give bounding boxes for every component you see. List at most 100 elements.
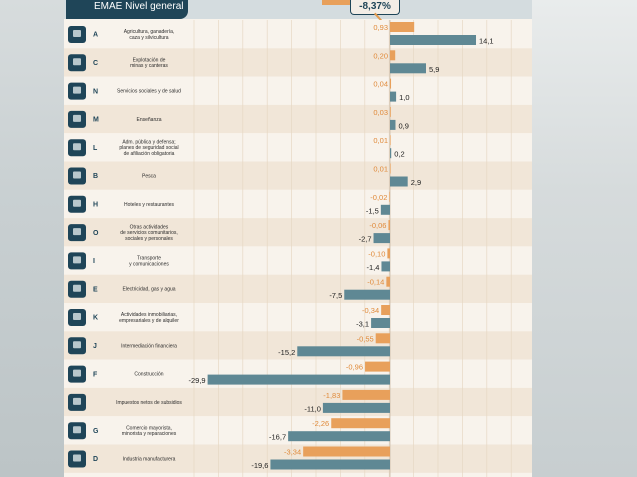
contribution-label: 0,93 [373, 23, 388, 32]
growth-bar [381, 261, 390, 272]
sector-label: Transporte [137, 255, 161, 261]
sector-label: Enseñanza [136, 117, 161, 123]
sector-label: y comunicaciones [129, 261, 169, 267]
contribution-bar [386, 276, 390, 287]
sector-letter: B [93, 173, 98, 180]
sector-icon [68, 26, 86, 43]
growth-label: 0,9 [398, 121, 408, 130]
growth-bar [390, 35, 477, 45]
background-left [0, 0, 64, 477]
sector-letter: N [93, 88, 98, 95]
sector-icon [68, 82, 86, 100]
infographic-card: EMAE Nivel general -8,37% A Agricultura, … [64, 0, 532, 477]
contribution-label: -0,14 [367, 278, 384, 287]
sector-label: Impuestos netos de subsidios [116, 400, 182, 406]
sector-label: sociales y personales [125, 236, 173, 242]
sector-label: Industria manufacturera [123, 456, 176, 462]
contribution-bar [342, 389, 390, 400]
sector-letter: C [93, 60, 98, 67]
background-right [532, 0, 637, 477]
growth-label: 14,1 [479, 37, 494, 46]
contribution-bar [389, 191, 390, 202]
contribution-label: -2,26 [312, 419, 329, 428]
growth-label: -15,2 [278, 348, 295, 357]
contribution-bar [375, 333, 390, 344]
contribution-bar [365, 361, 390, 372]
growth-label: -16,7 [269, 433, 286, 442]
growth-bar [373, 233, 390, 244]
sector-label: Construcción [134, 372, 163, 378]
row-background [64, 161, 532, 190]
growth-bar [390, 148, 392, 159]
sector-icon [68, 167, 86, 185]
row-background [64, 303, 532, 332]
growth-label: -2,7 [359, 235, 372, 244]
sector-letter: I [93, 258, 95, 265]
sector-letter: E [93, 286, 98, 293]
growth-label: 5,9 [429, 65, 439, 74]
contribution-bar [381, 305, 390, 315]
sector-letter: J [93, 343, 97, 350]
growth-label: -19,6 [251, 461, 268, 470]
contribution-bar [303, 446, 390, 457]
sector-icon [68, 110, 86, 128]
row-background [64, 189, 532, 219]
row-background [64, 274, 532, 303]
row-background [64, 387, 532, 417]
row-background [64, 48, 532, 77]
sector-label: Servicios sociales y de salud [117, 89, 181, 95]
contribution-bar [390, 22, 415, 32]
growth-label: -11,0 [304, 404, 321, 413]
sector-label: minorista y reparaciones [122, 431, 177, 437]
header: EMAE Nivel general [64, 0, 532, 19]
sector-letter: O [93, 230, 99, 237]
sector-icon [68, 252, 86, 270]
growth-label: 0,2 [394, 150, 404, 159]
sector-icon [68, 337, 86, 355]
growth-bar [270, 459, 390, 470]
growth-label: -29,9 [189, 376, 206, 385]
row-background [64, 246, 532, 275]
row-background [64, 76, 532, 105]
contribution-bar [390, 78, 392, 89]
sector-label: de afiliación obligatoria [124, 151, 175, 157]
sector-label: Explotación de [133, 57, 166, 63]
sector-icon [68, 280, 86, 298]
contribution-bar [387, 248, 390, 259]
sector-label: Agricultura, ganadería, [124, 29, 175, 35]
growth-bar [371, 318, 390, 328]
growth-label: -1,4 [367, 263, 380, 272]
sector-chart: A Agricultura, ganadería,caza y silvicult… [64, 20, 532, 477]
growth-bar [390, 176, 408, 187]
contribution-label: 0,01 [373, 136, 388, 145]
sector-letter: D [93, 456, 98, 463]
sector-label: Intermediación financiera [121, 343, 177, 349]
sector-label: minas y canteras [130, 63, 168, 69]
sector-icon [68, 393, 86, 411]
sector-label: planes de seguridad social [119, 145, 178, 151]
contribution-label: 0,04 [373, 80, 388, 89]
growth-bar [297, 346, 390, 357]
growth-bar [390, 119, 396, 130]
contribution-label: -0,34 [362, 306, 379, 315]
sector-letter: H [93, 201, 98, 208]
sector-label: caza y silvicultura [129, 35, 168, 41]
row-background [64, 218, 532, 247]
sector-label: de servicios comunitarios, [120, 230, 178, 236]
contribution-label: -0,02 [370, 193, 387, 202]
growth-bar [288, 431, 390, 442]
sector-icon [68, 422, 86, 440]
sector-label: empresariales y de alquiler [119, 318, 179, 324]
sector-letter: L [93, 145, 98, 152]
contribution-label: -0,10 [368, 249, 385, 258]
growth-bar [207, 374, 390, 385]
contribution-label: -0,55 [357, 334, 374, 343]
row-background [64, 133, 532, 162]
contribution-label: 0,01 [373, 165, 388, 174]
sector-label: Pesca [142, 173, 156, 179]
contribution-bar [390, 50, 396, 61]
contribution-label: 0,20 [373, 51, 388, 60]
contribution-bar [390, 135, 391, 146]
sector-label: Otras actividades [130, 224, 169, 230]
sector-icon [68, 139, 86, 157]
